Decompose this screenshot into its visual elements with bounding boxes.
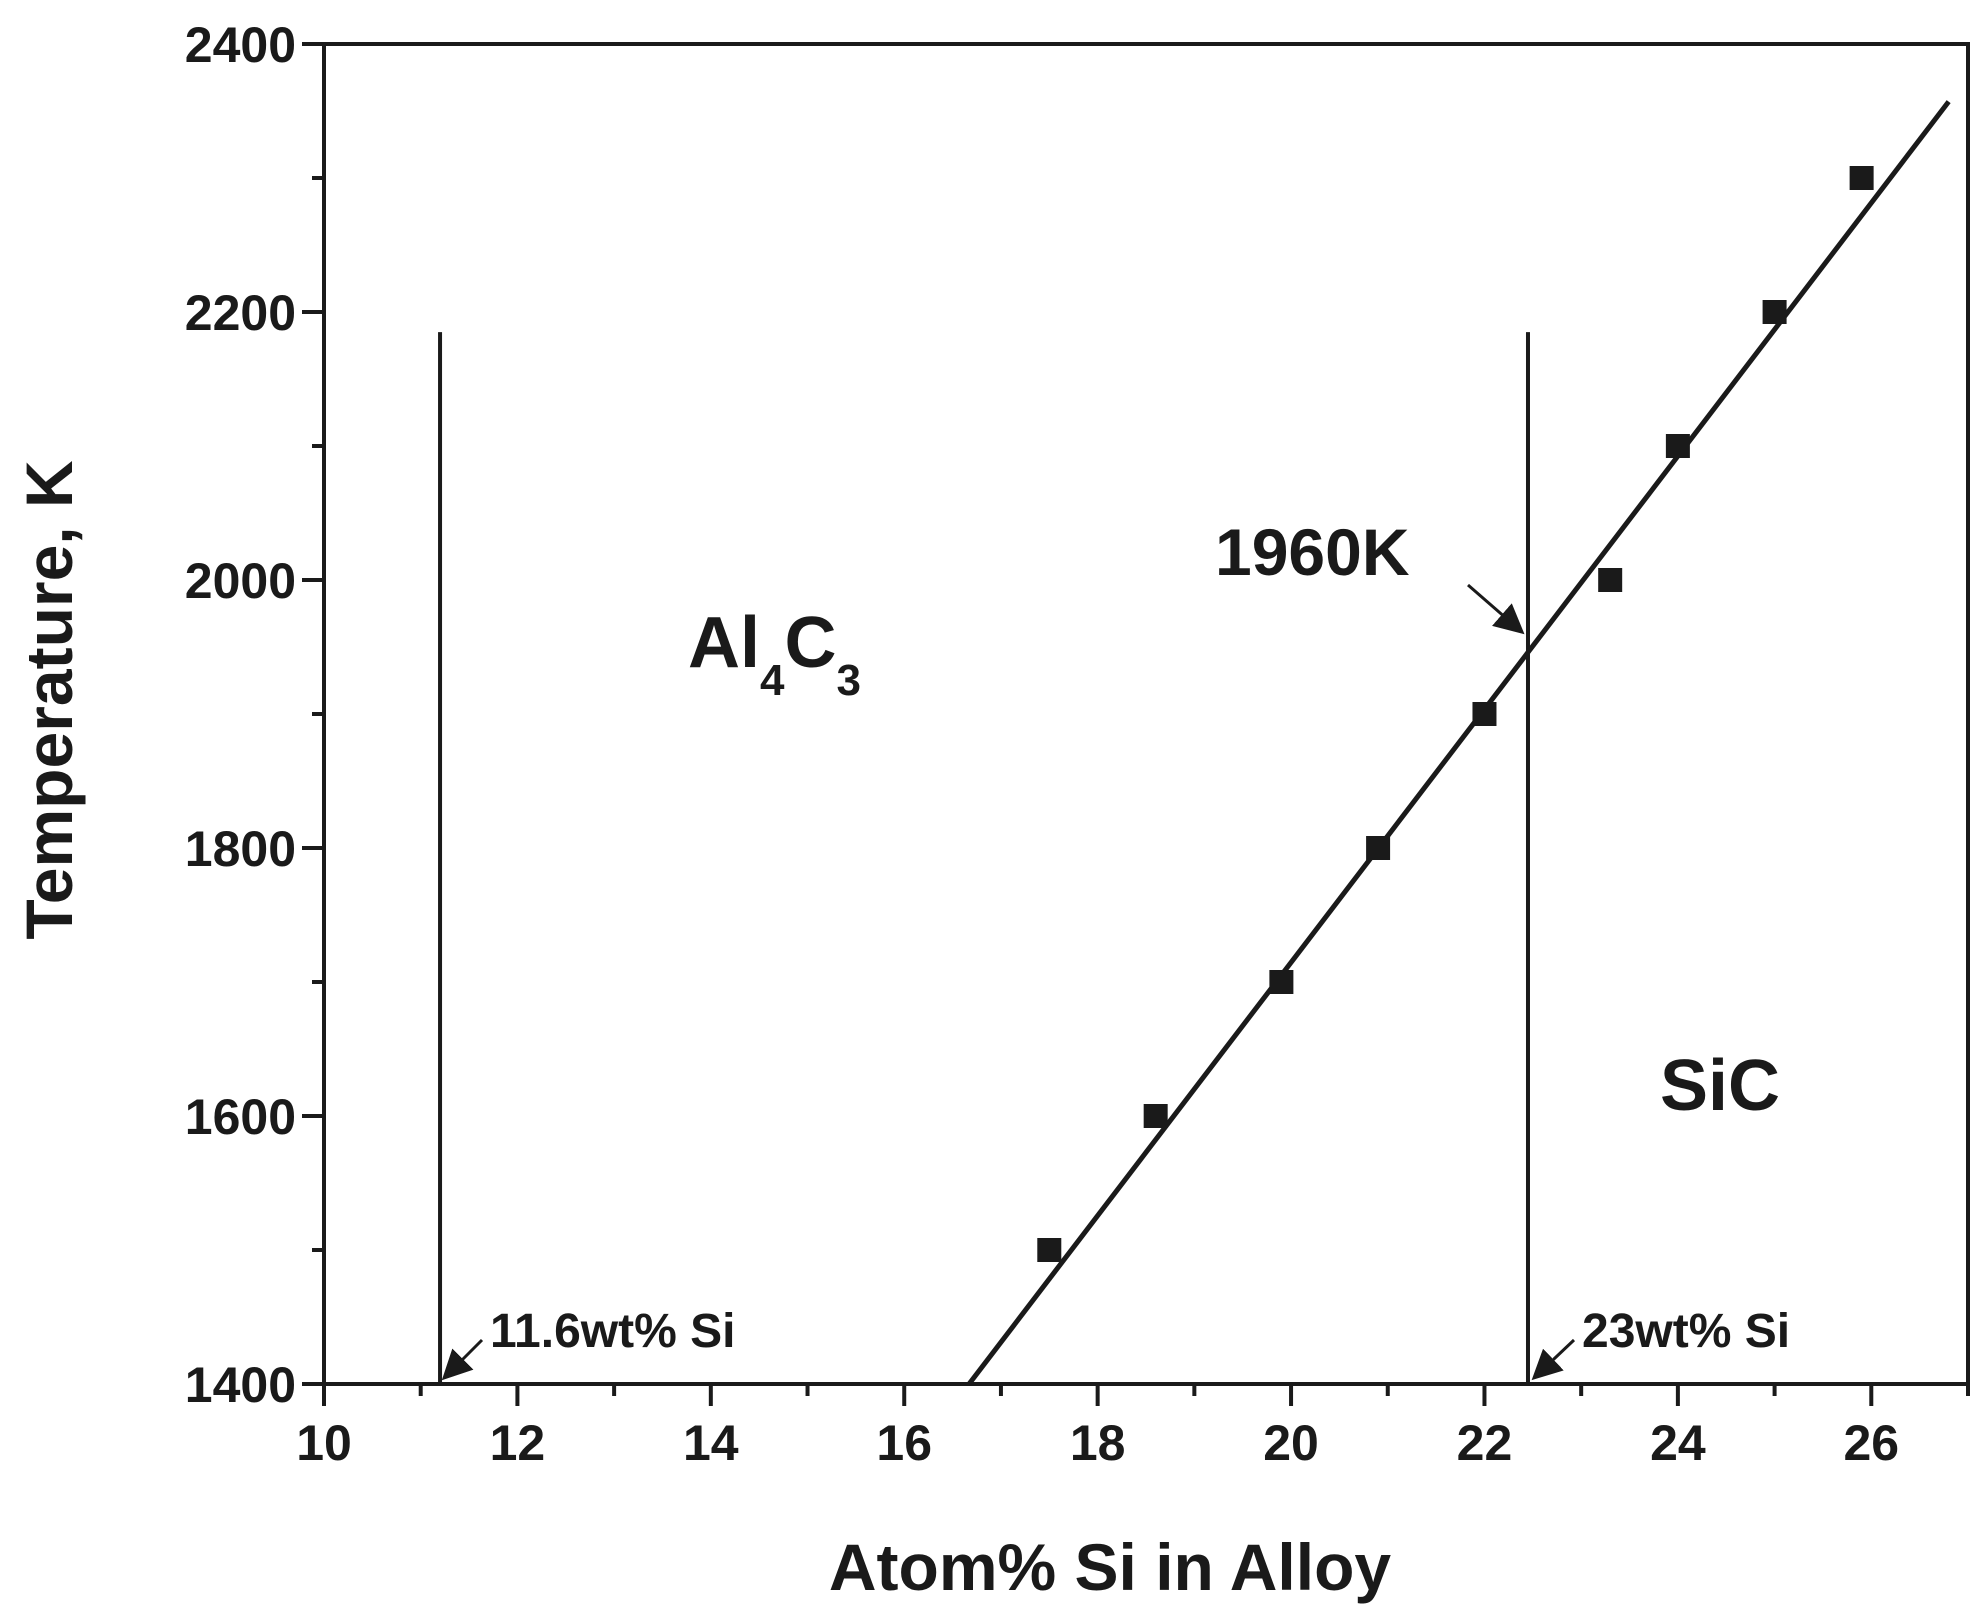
y-tick-label: 2400 <box>185 17 296 73</box>
data-point <box>1037 1238 1062 1262</box>
plot-area: 10 12 14 16 18 20 22 24 26 1400 1600 1800 2000 2200 24… <box>185 17 1970 1471</box>
data-point <box>1762 300 1787 324</box>
intersection-arrow <box>1467 583 1525 635</box>
x-tick-label: 20 <box>1263 1415 1319 1471</box>
intersection-label: 1960K <box>1215 515 1410 589</box>
al4c3-main-c: C <box>784 603 836 683</box>
left-boundary-label: 11.6wt% Si <box>490 1305 735 1358</box>
data-point <box>1665 434 1690 458</box>
data-point <box>1849 166 1874 190</box>
y-axis-title: Temperature, K <box>12 460 86 940</box>
right-boundary-label: 23wt% Si <box>1582 1305 1790 1358</box>
x-tick-label: 16 <box>876 1415 932 1471</box>
data-point <box>1143 1104 1168 1128</box>
left-boundary-arrow <box>441 1338 484 1381</box>
data-point <box>1598 568 1623 592</box>
y-tick-label: 2000 <box>185 553 296 609</box>
x-tick-label: 10 <box>296 1415 352 1471</box>
al4c3-main-al: Al <box>688 603 760 683</box>
y-tick-label: 1800 <box>185 821 296 877</box>
data-point <box>1269 970 1294 994</box>
y-tick-label: 2200 <box>185 285 296 341</box>
x-tick-label: 22 <box>1457 1415 1513 1471</box>
x-axis-title: Atom% Si in Alloy <box>829 1530 1392 1604</box>
right-boundary-arrow <box>1531 1338 1576 1381</box>
y-tick-label: 1600 <box>185 1089 296 1145</box>
x-tick-label: 14 <box>683 1415 739 1471</box>
x-tick-label: 12 <box>490 1415 546 1471</box>
region-label-al4c3: Al4C3 <box>688 603 861 705</box>
y-tick-label: 1400 <box>185 1357 296 1413</box>
al4c3-subscript-3: 3 <box>836 656 860 705</box>
plot-frame <box>322 42 1970 1386</box>
data-point <box>1366 836 1391 860</box>
al4c3-subscript-4: 4 <box>760 656 785 705</box>
x-tick-label: 24 <box>1650 1415 1706 1471</box>
fit-line <box>967 100 1951 1386</box>
region-label-sic: SiC <box>1660 1046 1780 1126</box>
x-tick-label: 18 <box>1070 1415 1126 1471</box>
x-tick-label: 26 <box>1843 1415 1899 1471</box>
data-point <box>1472 702 1497 726</box>
